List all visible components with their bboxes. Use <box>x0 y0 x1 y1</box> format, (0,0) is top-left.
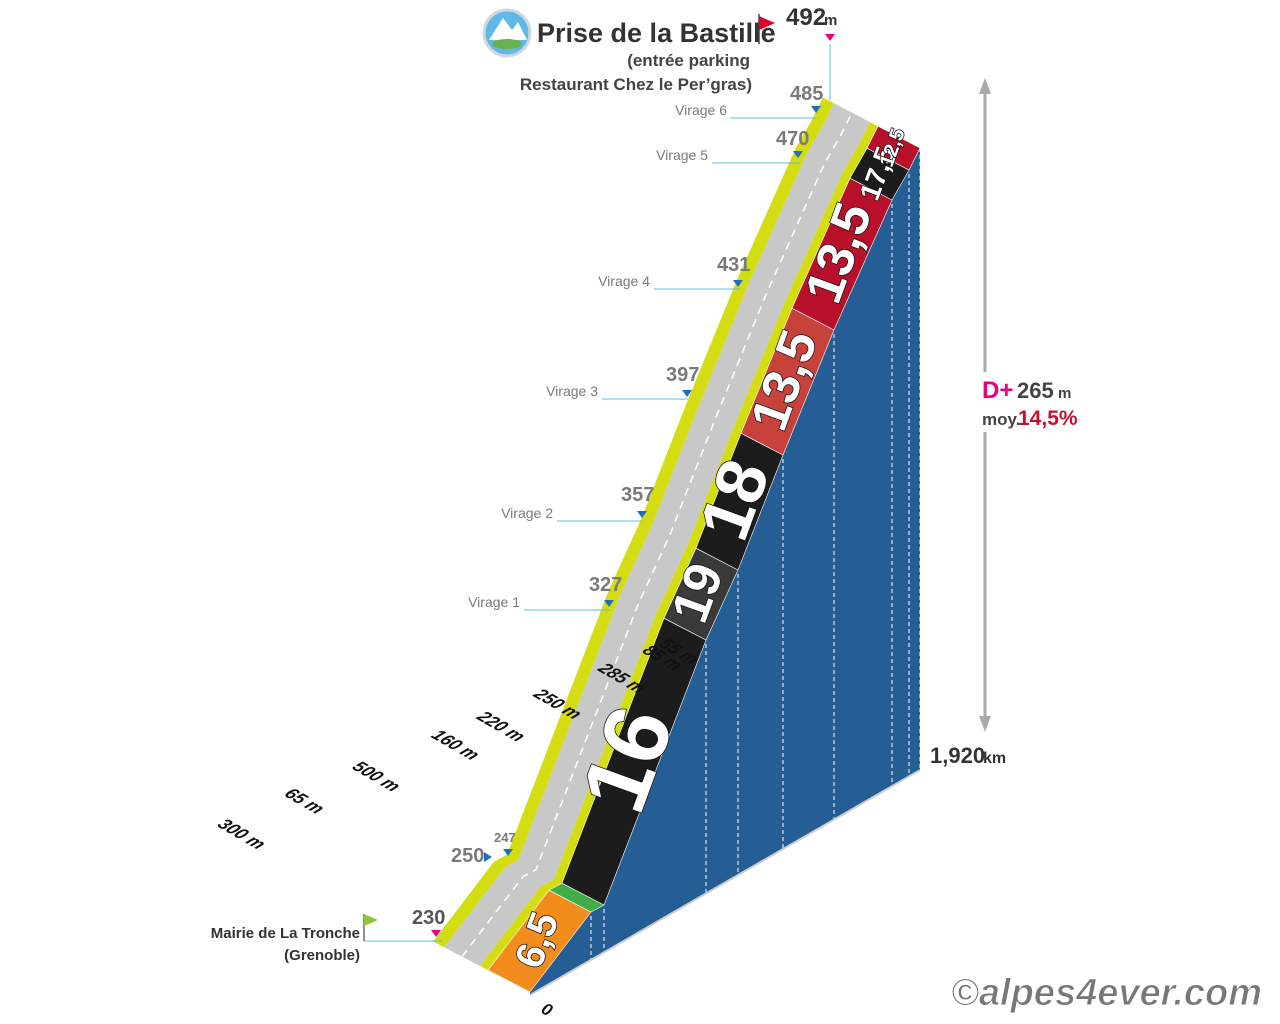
profile-face <box>530 148 920 995</box>
climb-box <box>975 372 1075 432</box>
summit-unit: m <box>824 12 837 29</box>
summit-name: Prise de la Bastille <box>537 18 776 48</box>
waypoint-altitude: 357 <box>621 484 654 506</box>
summit-flag <box>759 16 775 30</box>
waypoint-marker <box>484 852 492 862</box>
baseline <box>529 769 921 996</box>
waypoint-altitude: 250 <box>451 845 484 867</box>
start-altitude: 230 <box>412 907 445 929</box>
start-name: Mairie de La Tronche <box>211 925 360 942</box>
summit-icon-ground <box>492 39 522 49</box>
summit-detail: (entrée parking <box>627 51 750 70</box>
average-value: 14,5% <box>1018 407 1078 430</box>
segment-length: 160 m <box>427 726 485 763</box>
waypoint-marker <box>637 511 647 518</box>
start-detail: (Grenoble) <box>284 947 360 964</box>
road <box>444 103 870 967</box>
distance-origin: 0 <box>538 999 556 1020</box>
waypoint-altitude: 247 <box>494 830 516 845</box>
segment-length: 65 m <box>280 785 329 818</box>
climb-arrow-head <box>979 716 991 732</box>
total-distance: 1,920 <box>930 743 985 768</box>
climb-label: D+ <box>982 377 1013 404</box>
waypoint-label: Virage 5 <box>656 147 708 163</box>
waypoint-altitude: 397 <box>666 364 699 386</box>
road-centerline <box>461 112 853 958</box>
climb-value: 265 <box>1017 378 1054 403</box>
waypoint-marker <box>503 849 513 856</box>
waypoint-altitude: 470 <box>776 128 809 150</box>
road-edge <box>480 122 880 972</box>
waypoint-altitude: 327 <box>589 574 622 596</box>
total-distance-unit: km <box>983 750 1006 767</box>
summit-marker <box>825 34 835 41</box>
waypoint-marker <box>793 151 803 158</box>
waypoint-altitude: 431 <box>717 254 750 276</box>
waypoint-label: Virage 4 <box>598 273 650 289</box>
summit-altitude: 492 <box>786 4 826 31</box>
climb-arrow-head <box>979 78 991 94</box>
gradient-segment <box>866 125 921 171</box>
segment-length: 220 m <box>472 707 530 745</box>
start-marker <box>431 930 441 937</box>
road-edge <box>433 97 834 948</box>
segment-length: 500 m <box>348 758 406 795</box>
waypoint-marker <box>733 280 743 287</box>
waypoint-altitude: 485 <box>790 83 823 105</box>
waypoint-label: Virage 2 <box>501 505 553 521</box>
credit: ©alpes4ever.com <box>951 972 1262 1014</box>
start-flag <box>364 914 378 926</box>
profile-shapes <box>433 97 921 996</box>
waypoint-marker <box>604 600 614 607</box>
summit-detail: Restaurant Chez le Per’gras) <box>520 75 752 94</box>
waypoint-label: Virage 6 <box>675 102 727 118</box>
waypoint-marker <box>811 106 821 113</box>
waypoint-label: Virage 3 <box>546 383 598 399</box>
waypoint-label: Virage 1 <box>468 594 520 610</box>
summit-icon-mountain <box>489 18 527 40</box>
segment-length: 300 m <box>213 815 271 852</box>
average-label: moy. <box>982 410 1020 429</box>
waypoint-marker <box>682 390 692 397</box>
climb-unit: m <box>1058 385 1071 402</box>
